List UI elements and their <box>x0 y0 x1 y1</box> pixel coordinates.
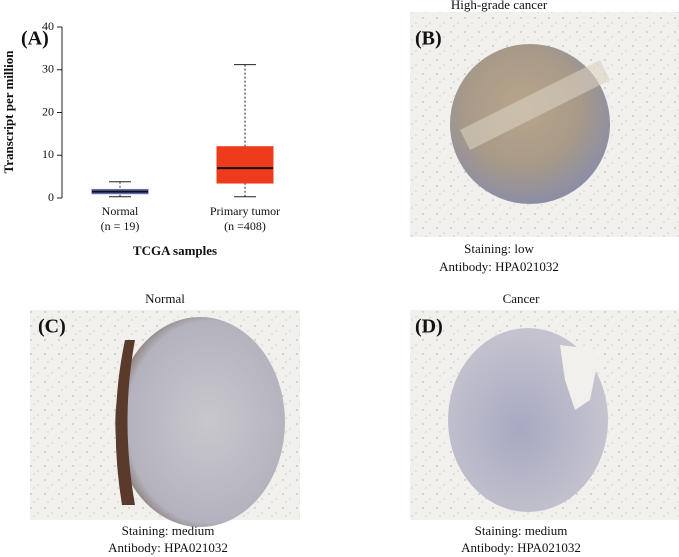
tissue-core <box>115 317 285 527</box>
y-axis-label: Transcript per million <box>1 50 16 174</box>
tissue-detail <box>460 60 610 150</box>
panel-label: (B) <box>415 28 442 50</box>
panel-label: (C) <box>38 316 66 338</box>
panel-label: (A) <box>21 28 49 50</box>
x-tick-label: Primary tumor <box>210 204 280 218</box>
staining: Staining: low <box>464 241 534 256</box>
tissue-detail <box>115 340 135 505</box>
box <box>216 146 274 184</box>
x-axis-label: TCGA samples <box>133 243 217 258</box>
x-tick-label: Normal <box>102 204 139 218</box>
staining: Staining: medium <box>122 523 215 538</box>
tissue-gap <box>560 345 600 410</box>
y-tick-label: 40 <box>42 19 54 33</box>
panel-title: Normal <box>145 291 185 306</box>
panel-title: High-grade cancer <box>451 0 548 12</box>
y-tick-label: 20 <box>42 104 54 118</box>
antibody: Antibody: HPA021032 <box>439 259 559 274</box>
antibody: Antibody: HPA021032 <box>461 540 581 555</box>
antibody: Antibody: HPA021032 <box>108 540 228 555</box>
x-tick-count: (n = 19) <box>101 219 140 233</box>
panel-label: (D) <box>415 316 443 338</box>
x-tick-count: (n =408) <box>224 219 266 233</box>
y-tick-label: 0 <box>48 190 54 204</box>
y-tick-label: 10 <box>42 147 54 161</box>
y-tick-label: 30 <box>42 62 54 76</box>
staining: Staining: medium <box>475 523 568 538</box>
panel-title: Cancer <box>503 291 540 306</box>
